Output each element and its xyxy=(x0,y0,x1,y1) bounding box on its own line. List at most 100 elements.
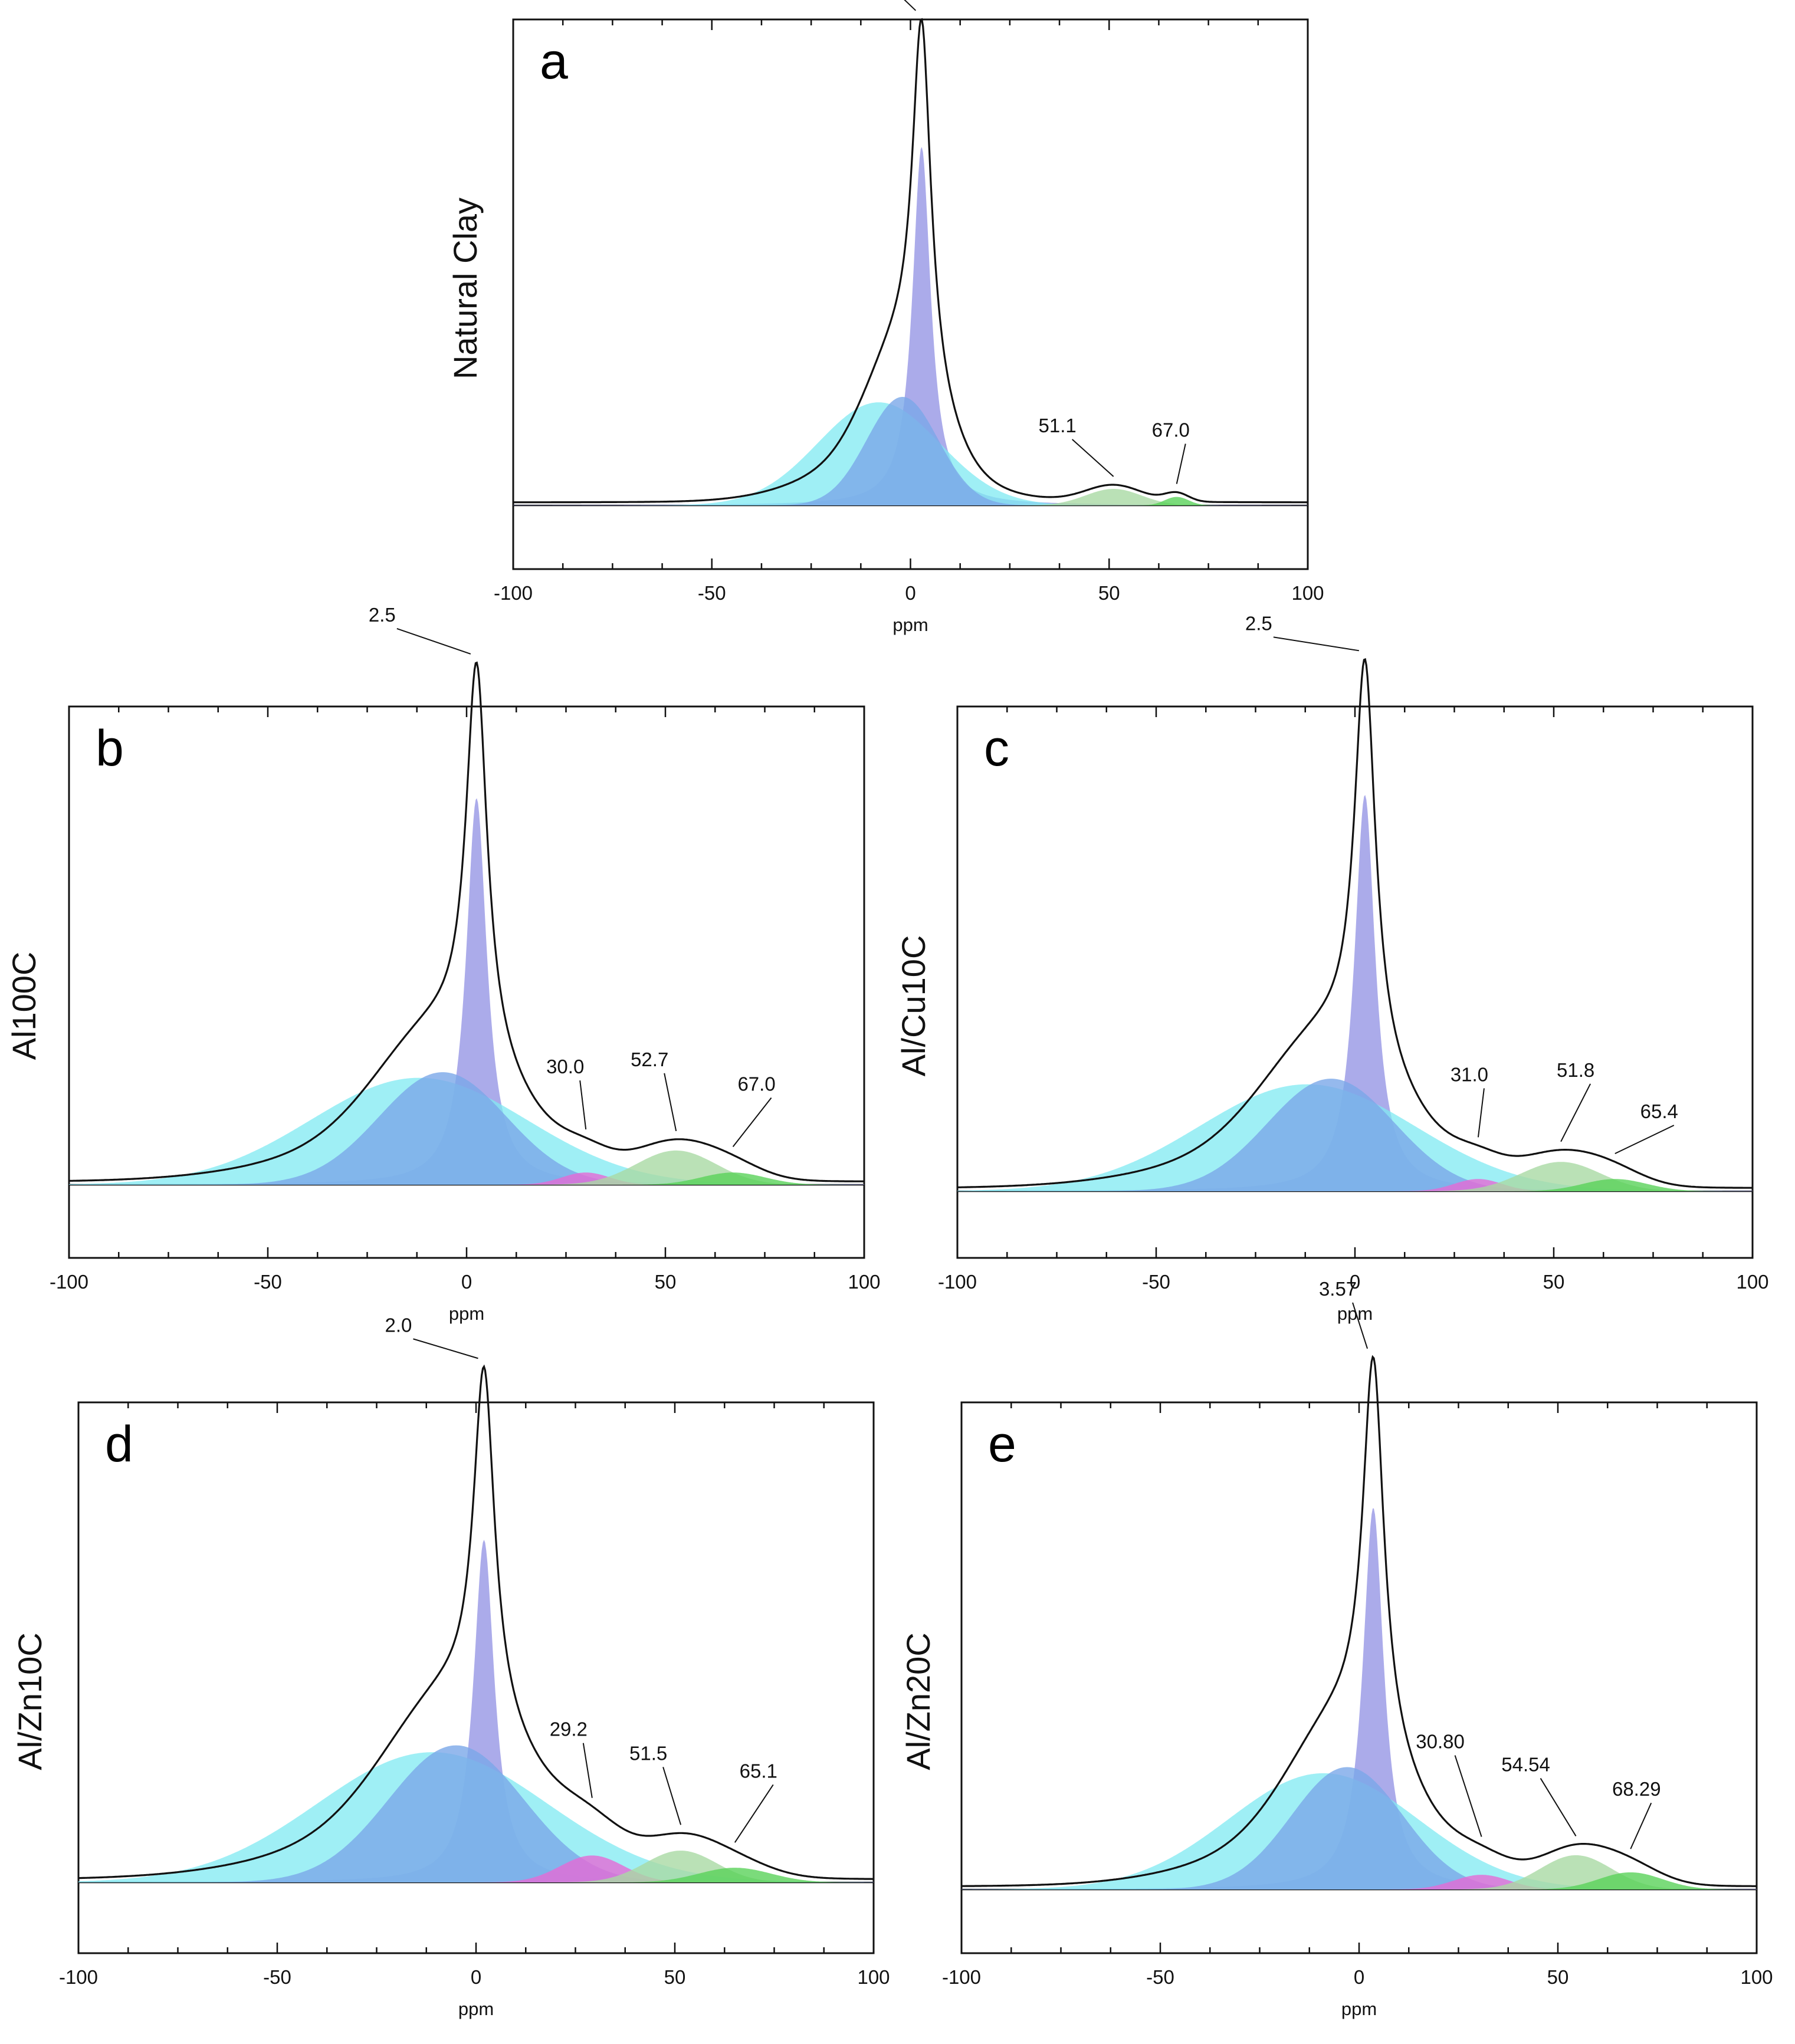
peak-annotation-label: 29.2 xyxy=(550,1718,588,1740)
spectrum-envelope xyxy=(68,661,864,1182)
peak-annotation-label: 67.0 xyxy=(1152,419,1190,441)
x-tick-label: 50 xyxy=(664,1966,686,1988)
peak-annotation-label: 54.54 xyxy=(1501,1753,1550,1775)
panel-letter: b xyxy=(96,720,124,777)
peak-annotation-label: 52.7 xyxy=(631,1049,668,1070)
peak-annotation-label: 68.29 xyxy=(1612,1778,1661,1800)
peak-annotation-leader xyxy=(1560,1083,1591,1142)
peak-annotation-label: 51.5 xyxy=(629,1742,667,1764)
x-axis-label: ppm xyxy=(1337,1303,1373,1324)
component-peak-tetrahedral-a xyxy=(513,489,1308,505)
x-axis-label: ppm xyxy=(892,614,928,635)
peak-annotation-leader xyxy=(1630,1802,1652,1849)
component-peak-octahedral-broad xyxy=(78,1745,874,1882)
component-peak-octahedral-broad xyxy=(513,397,1308,505)
peak-annotation-label: 30.0 xyxy=(546,1056,584,1077)
panel-letter: a xyxy=(540,33,568,90)
panel-letter: d xyxy=(105,1416,133,1473)
x-axis-label: ppm xyxy=(458,1999,494,2019)
x-tick-label: 50 xyxy=(1098,582,1120,604)
component-peak-tetrahedral-a xyxy=(78,1851,874,1882)
peak-annotation-leader xyxy=(904,0,917,11)
component-peak-octahedral-broad xyxy=(957,1079,1753,1191)
peak-annotation-label: 51.1 xyxy=(1039,415,1077,436)
x-tick-label: 50 xyxy=(655,1271,677,1293)
x-tick-label: 0 xyxy=(461,1271,472,1293)
peak-annotation-leader xyxy=(1176,443,1186,484)
x-tick-label: 50 xyxy=(1543,1271,1565,1293)
peak-annotation-label: 3.57 xyxy=(1319,1278,1357,1300)
spectrum-envelope xyxy=(78,1364,874,1880)
component-peak-octahedral-narrow xyxy=(513,147,1308,506)
peak-annotation-leader xyxy=(732,1097,772,1148)
spectrum-envelope xyxy=(962,1355,1757,1887)
x-axis-label: ppm xyxy=(449,1303,484,1324)
x-tick-label: 100 xyxy=(848,1271,880,1293)
component-peak-octahedral-narrow xyxy=(69,798,864,1185)
component-peak-tetrahedral-b xyxy=(957,1179,1753,1191)
component-peak-octahedral-broad xyxy=(962,1767,1757,1889)
peak-annotation-leader xyxy=(1454,1755,1482,1837)
x-tick-label: -100 xyxy=(50,1271,88,1293)
component-peak-octahedral-narrow xyxy=(78,1540,874,1882)
x-tick-label: 100 xyxy=(857,1966,890,1988)
x-tick-label: -100 xyxy=(942,1966,981,1988)
component-peak-tetrahedral-a xyxy=(962,1855,1757,1889)
component-peak-octahedral-narrow xyxy=(957,795,1753,1191)
y-axis-label: Al/Zn20C xyxy=(900,1632,937,1770)
x-tick-label: 100 xyxy=(1736,1271,1768,1293)
component-peak-tetrahedral-b xyxy=(69,1172,864,1185)
y-axis-label: Natural Clay xyxy=(447,198,484,379)
x-tick-label: 0 xyxy=(1350,1271,1360,1293)
panel-d: -100 -50 0 50 100 ppm Al/Zn10C d 2.0 29.2 51.5 65.1 xyxy=(11,1314,890,2019)
x-tick-label: -50 xyxy=(263,1966,291,1988)
x-tick-label: -100 xyxy=(59,1966,98,1988)
peak-annotation-leader xyxy=(1071,439,1114,477)
x-tick-label: -100 xyxy=(494,582,533,604)
peak-annotation-leader xyxy=(396,627,471,655)
peak-annotation-leader xyxy=(662,1767,682,1825)
spectrum-envelope xyxy=(513,18,1308,504)
x-tick-label: 100 xyxy=(1740,1966,1773,1988)
y-axis-label: Al/Cu10C xyxy=(895,935,932,1077)
x-tick-label: 0 xyxy=(471,1966,481,1988)
peak-annotation-label: 31.0 xyxy=(1451,1063,1488,1085)
peak-annotation-label: 2.5 xyxy=(1245,612,1272,634)
peak-annotation-label: 2.0 xyxy=(385,1314,412,1336)
y-axis-label: Al100C xyxy=(5,952,42,1060)
x-tick-label: -50 xyxy=(1146,1966,1174,1988)
x-tick-label: -50 xyxy=(698,582,726,604)
component-peak-tetrahedral-b xyxy=(962,1872,1757,1889)
peak-annotation-leader xyxy=(579,1080,587,1130)
peak-annotation-label: 65.1 xyxy=(740,1760,777,1782)
x-tick-label: -50 xyxy=(254,1271,282,1293)
peak-annotation-leader xyxy=(413,1338,478,1359)
spectrum-envelope xyxy=(957,658,1753,1189)
peak-annotation-leader xyxy=(1352,1302,1369,1349)
peak-annotation-leader xyxy=(664,1073,677,1132)
peak-annotation-label: 30.80 xyxy=(1416,1731,1465,1753)
peak-annotation-label: 2.5 xyxy=(369,604,396,626)
peak-annotation-leader xyxy=(1614,1125,1675,1155)
x-tick-label: 0 xyxy=(905,582,915,604)
peak-annotation-leader xyxy=(582,1743,593,1798)
peak-annotation-leader xyxy=(1273,636,1360,652)
panel-c: -100 -50 0 50 100 ppm Al/Cu10C c 2.5 31.0 51.8 65.4 xyxy=(895,612,1769,1324)
peak-annotation-leader xyxy=(734,1784,774,1843)
y-axis-label: Al/Zn10C xyxy=(11,1632,48,1770)
peak-annotation-label: 65.4 xyxy=(1640,1100,1678,1122)
x-tick-label: 50 xyxy=(1547,1966,1569,1988)
component-peak-tetrahedral-b xyxy=(78,1868,874,1882)
panel-letter: c xyxy=(984,720,1009,777)
panel-e: -100 -50 0 50 100 ppm Al/Zn20C e 3.57 30.80 54.54 6… xyxy=(900,1278,1773,2019)
panel-letter: e xyxy=(988,1416,1016,1473)
peak-annotation-leader xyxy=(1477,1088,1485,1138)
component-peak-octahedral-broad xyxy=(69,1072,864,1185)
x-tick-label: -50 xyxy=(1142,1271,1170,1293)
component-peak-tetrahedral-a xyxy=(957,1162,1753,1191)
component-peak-tetrahedral-a xyxy=(69,1150,864,1185)
panel-b: -100 -50 0 50 100 ppm Al100C b 2.5 30.0 52.7 67.0 xyxy=(5,604,881,1324)
peak-annotation-label: 51.8 xyxy=(1557,1059,1594,1081)
